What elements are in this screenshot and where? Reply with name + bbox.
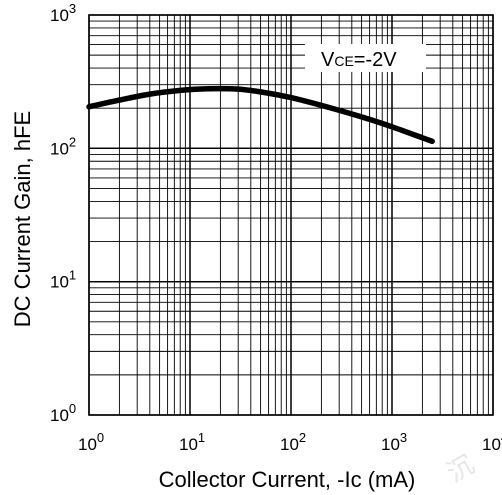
x-tick-base: 10 (482, 435, 501, 454)
x-tick-base: 10 (78, 435, 97, 454)
y-tick-label: 100 (50, 401, 76, 425)
annotation-background (305, 44, 426, 72)
series-layer (86, 85, 435, 145)
y-tick-label: 102 (50, 134, 76, 158)
x-tick-exponent: 2 (299, 430, 306, 445)
annotation-main: V (321, 49, 335, 71)
x-tick-exponent: 0 (97, 430, 104, 445)
x-tick-label: 101 (179, 430, 205, 454)
y-tick-base: 10 (50, 406, 69, 425)
x-tick-label: 104 (482, 430, 502, 454)
y-tick-exponent: 2 (69, 134, 76, 149)
y-tick-label: 101 (50, 268, 76, 292)
y-tick-label: 103 (50, 1, 76, 25)
annotation-rest: =-2V (354, 49, 397, 71)
grid (88, 14, 494, 416)
x-tick-base: 10 (179, 435, 198, 454)
x-tick-base: 10 (280, 435, 299, 454)
x-axis-label: Collector Current, -Ic (mA) (159, 467, 416, 492)
x-tick-base: 10 (381, 435, 400, 454)
y-tick-exponent: 1 (69, 268, 76, 283)
y-tick-base: 10 (50, 273, 69, 292)
x-tick-labels: 100101102103104 (78, 430, 502, 454)
y-tick-base: 10 (50, 6, 69, 25)
x-tick-label: 100 (78, 430, 104, 454)
x-tick-label: 103 (381, 430, 407, 454)
y-tick-exponent: 0 (69, 401, 76, 416)
x-tick-label: 102 (280, 430, 306, 454)
x-tick-exponent: 4 (501, 430, 502, 445)
annotation-subscript: CE (334, 53, 353, 69)
y-tick-base: 10 (50, 139, 69, 158)
x-tick-exponent: 1 (198, 430, 205, 445)
annotation-vce: VCE=-2V (321, 49, 397, 71)
plot-frame (88, 14, 494, 416)
x-tick-exponent: 3 (400, 430, 407, 445)
y-tick-exponent: 3 (69, 1, 76, 16)
series-line-0 (86, 85, 435, 145)
watermark: 沉 (442, 450, 480, 489)
y-axis-label: DC Current Gain, hFE (10, 111, 35, 327)
